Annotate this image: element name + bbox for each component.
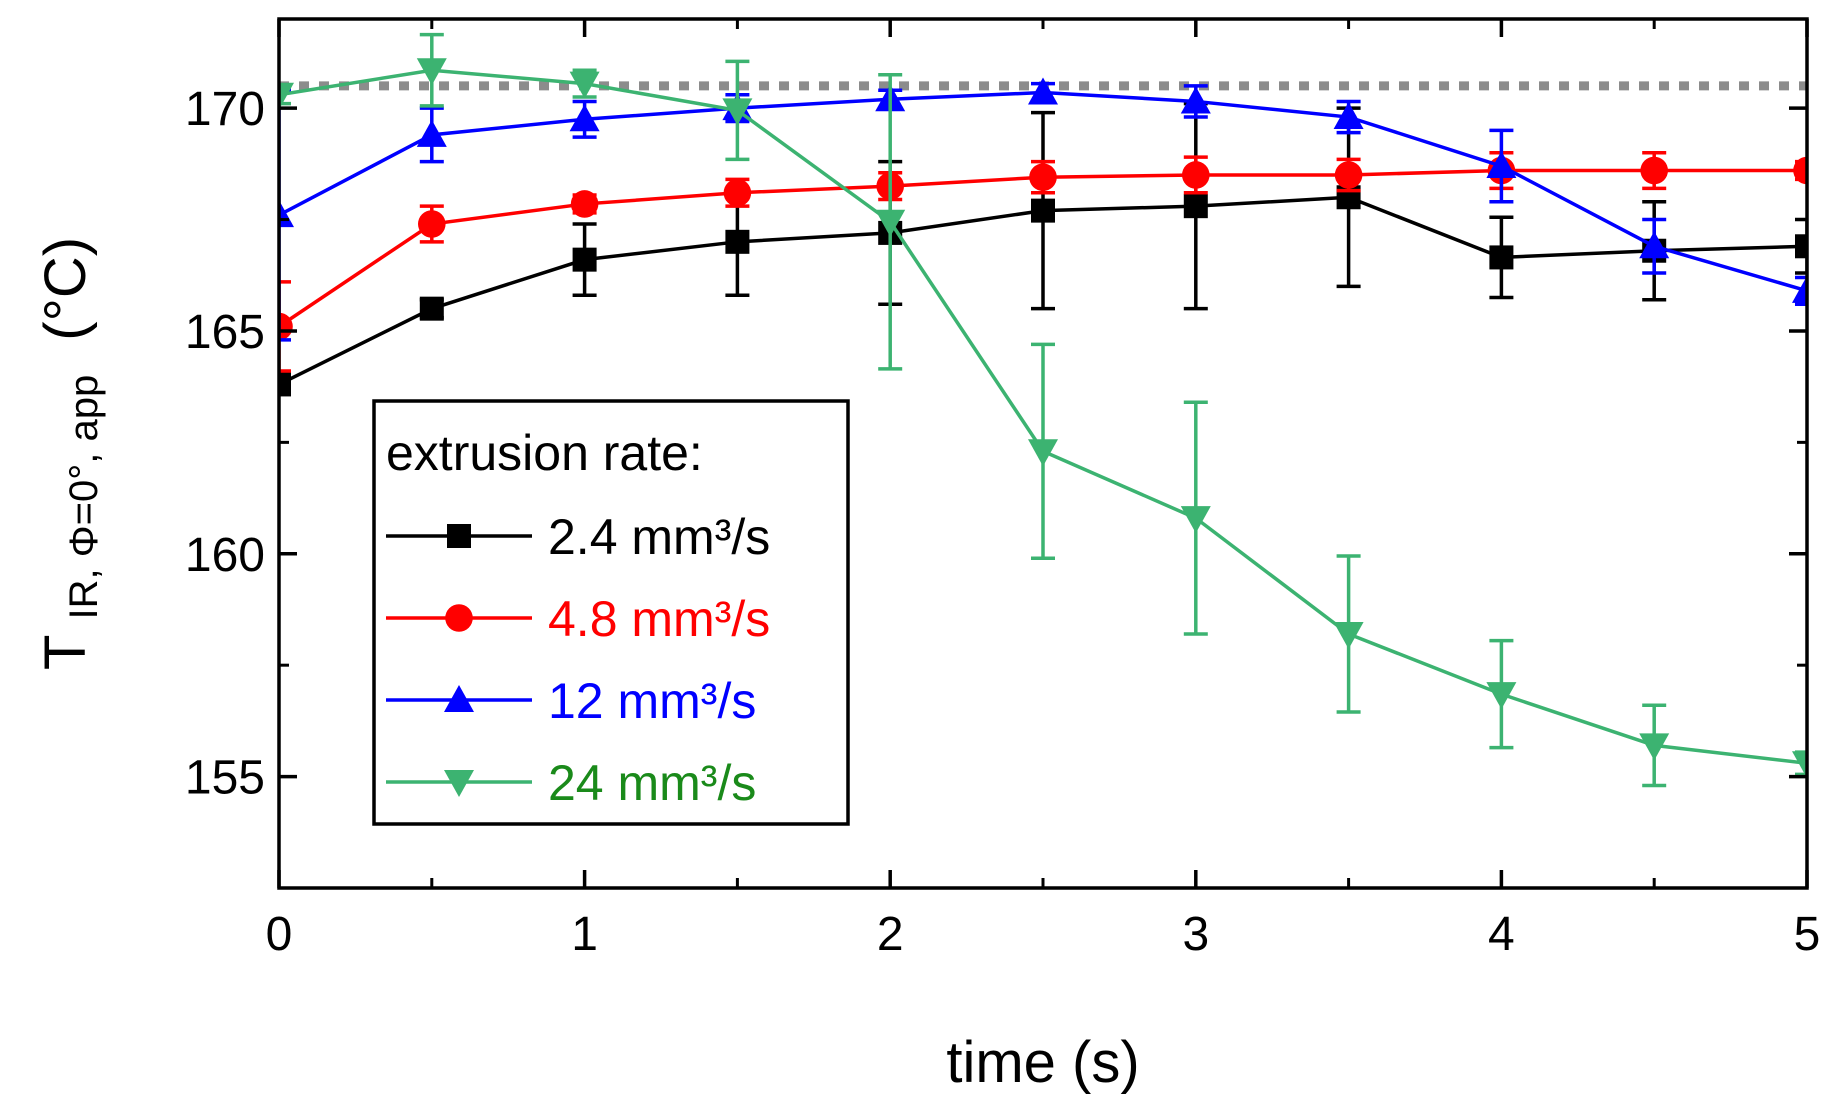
data-point <box>1489 245 1514 270</box>
error-bar <box>1795 275 1807 306</box>
data-point <box>1334 161 1363 189</box>
data-point <box>1180 506 1211 534</box>
data-point <box>1028 77 1058 105</box>
data-point <box>418 210 446 238</box>
data-point <box>1182 161 1210 189</box>
svg-text:T IR, Φ=0°, app (°: T IR, Φ=0°, app (°C) <box>33 237 110 670</box>
legend-label: 2.4 mm³/s <box>548 509 770 565</box>
legend-entry-1: 4.8 mm³/s <box>386 591 770 647</box>
y-tick-label: 155 <box>185 752 265 805</box>
data-point <box>1793 156 1807 185</box>
series-3 <box>279 32 1807 788</box>
legend: extrusion rate: 2.4 mm³/s 4.8 mm³/s 12 mm³… <box>372 399 850 826</box>
x-tick-label: 5 <box>1794 908 1821 961</box>
legend-entry-0: 2.4 mm³/s <box>386 509 770 565</box>
data-point <box>279 82 294 110</box>
axis-ticks: 0 1 2 3 4 5 155 160 165 170 <box>185 19 1820 961</box>
legend-marker <box>444 685 474 712</box>
legend-entry-3: 24 mm³/s <box>386 755 756 811</box>
data-point <box>569 104 600 132</box>
y-axis-label-main: T <box>33 635 98 670</box>
data-point <box>1183 194 1208 219</box>
data-point <box>722 98 753 126</box>
data-point <box>723 179 752 207</box>
y-axis-label: T IR, Φ=0°, app (°C) <box>33 237 110 670</box>
data-point <box>1486 151 1517 179</box>
x-axis-label: time (s) <box>946 1030 1139 1095</box>
legend-label: 4.8 mm³/s <box>548 591 770 647</box>
data-point <box>1792 275 1807 303</box>
legend-marker <box>447 524 471 548</box>
legend-label: 12 mm³/s <box>548 673 756 729</box>
data-point <box>1180 86 1211 114</box>
legend-marker <box>445 604 473 632</box>
y-axis-label-unit: (°C) <box>33 237 98 341</box>
x-tick-label: 0 <box>266 908 293 961</box>
x-tick-label: 4 <box>1488 908 1515 961</box>
data-point <box>416 58 447 86</box>
data-point <box>875 209 906 237</box>
y-tick-label: 170 <box>185 83 265 136</box>
legend-title: extrusion rate: <box>386 425 703 481</box>
data-point <box>1640 156 1668 185</box>
data-point <box>419 296 444 321</box>
y-tick-label: 160 <box>185 529 265 582</box>
x-tick-label: 1 <box>571 908 598 961</box>
data-point <box>1333 102 1364 130</box>
data-point <box>1639 733 1670 761</box>
x-tick-label: 2 <box>877 908 904 961</box>
data-point <box>569 71 600 99</box>
legend-marker <box>444 770 474 797</box>
data-point <box>1029 163 1057 192</box>
y-axis-label-subscript: IR, Φ=0°, app <box>62 375 106 620</box>
legend-label: 24 mm³/s <box>548 755 756 811</box>
data-point <box>416 119 447 147</box>
data-point <box>1028 439 1058 467</box>
data-point <box>1639 231 1670 259</box>
data-point <box>1795 234 1807 259</box>
data-point <box>1333 621 1364 649</box>
x-tick-label: 3 <box>1182 908 1209 961</box>
data-point <box>279 372 291 397</box>
y-tick-label: 165 <box>185 306 265 359</box>
data-point <box>570 190 599 218</box>
data-point <box>725 229 750 254</box>
data-point <box>1792 751 1807 779</box>
data-point <box>1486 682 1517 710</box>
data-point <box>572 247 597 272</box>
error-bar <box>279 280 291 373</box>
data-point <box>279 312 293 341</box>
legend-entry-2: 12 mm³/s <box>386 673 756 729</box>
data-point <box>1031 198 1055 223</box>
